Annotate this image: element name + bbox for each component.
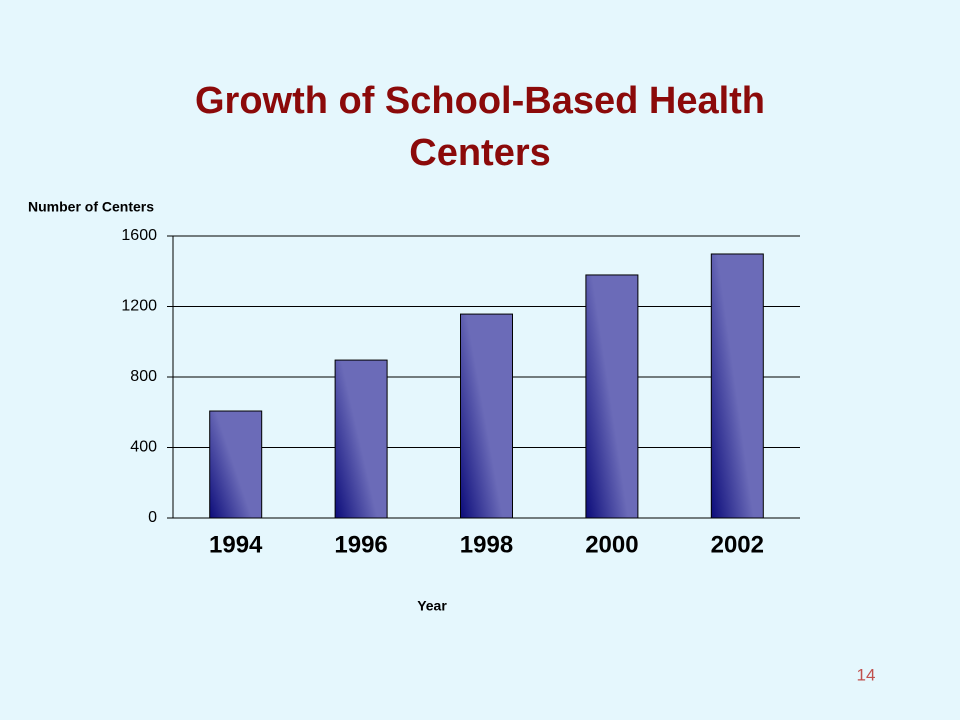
x-tick-label: 2002 [711, 531, 764, 558]
x-tick-label: 1994 [209, 531, 263, 558]
y-tick-label: 400 [130, 439, 157, 456]
y-tick-label: 1200 [121, 298, 157, 315]
slide-number: 14 [857, 665, 876, 684]
y-axis-label: Number of Centers [28, 199, 154, 215]
bar [710, 253, 764, 519]
bar [334, 359, 388, 519]
bar [209, 410, 263, 519]
y-tick-label: 0 [148, 509, 157, 526]
x-tick-label: 2000 [585, 531, 638, 558]
y-tick-label: 800 [130, 368, 157, 385]
bar [585, 274, 639, 519]
x-axis-label: Year [417, 598, 447, 614]
x-tick-label: 1998 [460, 531, 513, 558]
y-tick-label: 1600 [121, 227, 157, 244]
bar [460, 313, 513, 519]
x-tick-label: 1996 [334, 531, 387, 558]
chart-title: Growth of School-Based Health Centers [194, 80, 766, 174]
